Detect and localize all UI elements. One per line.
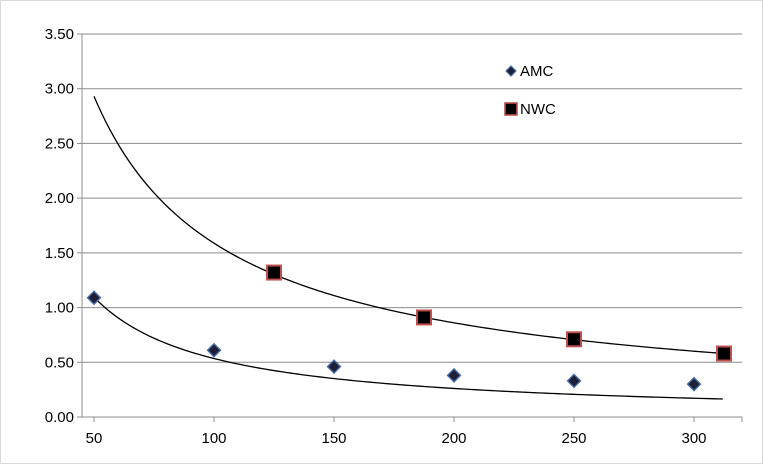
x-tick-label: 300 (681, 430, 706, 447)
y-tick-label: 1.50 (45, 245, 74, 262)
point-amc (86, 290, 102, 306)
point-nwc (416, 309, 432, 326)
y-tick-label: 2.50 (45, 135, 74, 152)
y-tick-label: 2.00 (45, 190, 74, 207)
point-amc (686, 376, 702, 392)
y-tick-label: 3.50 (45, 26, 74, 43)
point-nwc (266, 264, 282, 281)
point-amc (566, 373, 582, 389)
point-amc (326, 359, 342, 375)
x-tick-label: 150 (321, 430, 346, 447)
point-nwc (716, 345, 732, 362)
point-amc (206, 342, 222, 358)
legend-label-amc: AMC (520, 63, 554, 80)
y-tick-label: 0.00 (45, 409, 74, 426)
x-tick-label: 100 (201, 430, 226, 447)
point-amc (446, 367, 462, 383)
legend-marker-amc (505, 65, 517, 77)
x-tick-label: 50 (86, 430, 103, 447)
point-nwc (566, 331, 582, 348)
y-tick-label: 0.50 (45, 354, 74, 371)
y-tick-label: 3.00 (45, 81, 74, 98)
y-tick-label: 1.00 (45, 300, 74, 317)
legend-marker-nwc (504, 102, 518, 116)
trendline-amc (93, 296, 723, 400)
x-tick-label: 200 (441, 430, 466, 447)
legend-label-nwc: NWC (520, 101, 556, 118)
x-tick-label: 250 (561, 430, 586, 447)
trendline-nwc (93, 95, 723, 355)
